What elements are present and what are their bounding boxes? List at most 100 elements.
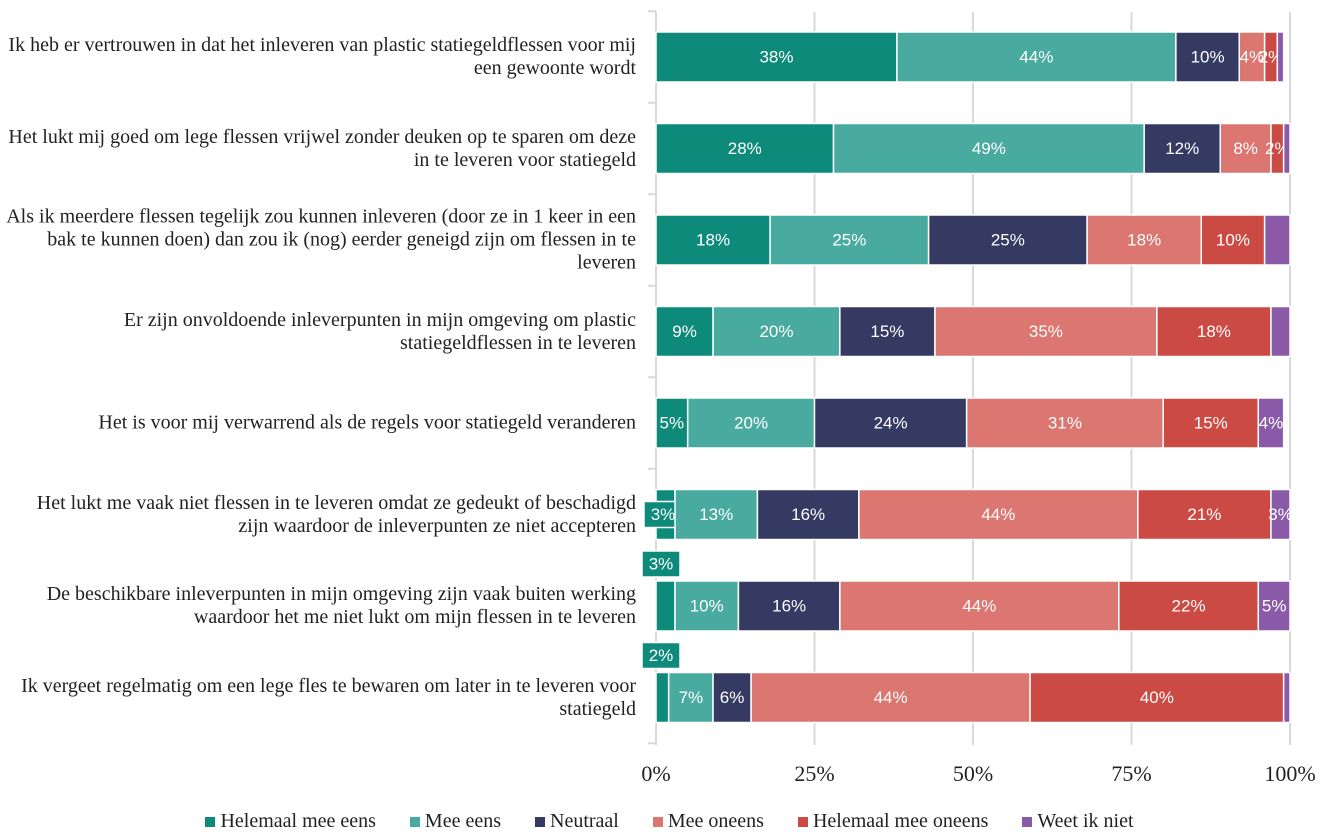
legend-item: Mee oneens — [652, 810, 764, 833]
legend: Helemaal mee eens Mee eens Neutraal Mee one… — [0, 810, 1339, 833]
bar-segment — [1263, 214, 1291, 266]
x-tick-label: 25% — [794, 761, 834, 786]
label-box — [641, 550, 681, 578]
legend-label: Helemaal mee oneens — [812, 810, 989, 832]
data-label: 8% — [1233, 139, 1258, 158]
bar-segment — [737, 580, 841, 632]
legend-label: Helemaal mee eens — [220, 810, 376, 832]
bar-segment — [1143, 122, 1222, 175]
legend-label: Weet ik niet — [1037, 810, 1134, 832]
bar-segment — [1257, 397, 1285, 449]
data-label: 12% — [1165, 139, 1199, 158]
bar-segment — [667, 671, 714, 724]
bar-segment — [934, 305, 1158, 358]
legend-swatch — [1022, 817, 1033, 827]
data-label: 15% — [1194, 413, 1228, 432]
bar-segment — [655, 397, 689, 449]
data-label: 49% — [972, 139, 1006, 158]
data-label: 44% — [874, 688, 908, 707]
data-label: 22% — [1172, 596, 1206, 615]
legend-swatch — [797, 817, 808, 827]
data-label: 21% — [1187, 505, 1221, 524]
data-label: 31% — [1048, 413, 1082, 432]
category-label: Ik vergeet regelmatig om een lege fles t… — [21, 674, 636, 720]
data-label: 9% — [672, 322, 697, 341]
category-label: Er zijn onvoldoende inleverpunten in mij… — [123, 308, 636, 354]
bar-segment — [1086, 214, 1202, 266]
bar-segment — [655, 214, 771, 266]
legend-label: Mee eens — [424, 810, 501, 832]
bar-segment — [1270, 305, 1291, 358]
data-label: 40% — [1140, 688, 1174, 707]
legend-item: Helemaal mee eens — [205, 810, 376, 833]
data-label: 25% — [832, 230, 866, 249]
bar-segment — [674, 580, 740, 632]
x-tick-label: 75% — [1111, 761, 1151, 786]
data-label: 10% — [690, 596, 724, 615]
legend-item: Weet ik niet — [1022, 810, 1134, 833]
data-label: 4% — [1259, 413, 1284, 432]
legend-swatch — [205, 817, 216, 827]
data-label: 3% — [1268, 505, 1293, 524]
category-label: Het lukt me vaak niet flessen in te leve… — [36, 491, 636, 537]
bar-segment — [655, 122, 835, 175]
data-label: 28% — [728, 139, 762, 158]
bar-segment — [965, 397, 1164, 449]
category-label: Als ik meerdere flessen tegelijk zou kun… — [6, 205, 636, 274]
data-label: 18% — [1197, 322, 1231, 341]
data-label: 4% — [1240, 47, 1265, 66]
legend-swatch — [535, 817, 545, 827]
data-label: 16% — [791, 505, 825, 524]
legend-swatch — [409, 817, 420, 827]
category-label: Het lukt mij goed om lege flessen vrijwe… — [8, 125, 636, 171]
bar-segment — [655, 305, 714, 358]
bar-segment — [769, 214, 930, 266]
bar-segment — [1156, 305, 1272, 358]
bar-segment — [655, 671, 670, 724]
data-label: 10% — [1216, 230, 1250, 249]
data-label: 18% — [1127, 230, 1161, 249]
legend-item: Neutraal — [535, 810, 619, 833]
bar-segment — [1118, 580, 1260, 632]
data-label: 20% — [734, 413, 768, 432]
data-label: 6% — [720, 688, 745, 707]
data-label: 3% — [649, 554, 674, 573]
bar-segment — [927, 214, 1088, 266]
x-tick-label: 100% — [1264, 761, 1315, 786]
bar-segment — [750, 671, 1031, 724]
chart: 0% 25% 50% 75% 100% 38% 44% 10% 4% 2% 28% 49% 12% 8% 2… — [641, 10, 1316, 786]
bar-segment — [712, 305, 841, 358]
category-label: Het is voor mij verwarrend als de regels… — [98, 411, 636, 434]
bar-segment — [655, 580, 676, 632]
x-tick-label: 50% — [953, 761, 993, 786]
data-label: 35% — [1029, 322, 1063, 341]
bar-segment — [1200, 214, 1266, 266]
bar-segment — [1282, 671, 1291, 724]
data-label: 5% — [660, 413, 685, 432]
x-tick-label: 0% — [641, 761, 670, 786]
bar-segment — [1175, 31, 1241, 83]
data-label: 10% — [1191, 47, 1225, 66]
bar-segment — [896, 31, 1177, 83]
legend-label: Mee oneens — [667, 810, 764, 832]
category-label: Ik heb er vertrouwen in dat het inlevere… — [8, 34, 636, 79]
data-label: 16% — [772, 596, 806, 615]
bar-segment — [1029, 671, 1285, 724]
legend-swatch — [652, 817, 663, 827]
data-label: 7% — [679, 688, 704, 707]
data-label: 2% — [649, 646, 674, 665]
bar-segment — [686, 397, 816, 449]
data-label: 38% — [759, 47, 793, 66]
data-label: 3% — [651, 505, 676, 524]
category-label: De beschikbare inleverpunten in mijn omg… — [46, 583, 636, 628]
data-label: 44% — [1019, 47, 1053, 66]
data-label: 20% — [759, 322, 793, 341]
legend-item: Mee eens — [409, 810, 501, 833]
legend-label: Neutraal — [550, 810, 619, 832]
legend-item: Helemaal mee oneens — [797, 810, 989, 833]
bar-segment — [813, 397, 968, 449]
data-label: 44% — [962, 596, 996, 615]
data-label: 44% — [981, 505, 1015, 524]
bar-segment — [1270, 488, 1291, 541]
